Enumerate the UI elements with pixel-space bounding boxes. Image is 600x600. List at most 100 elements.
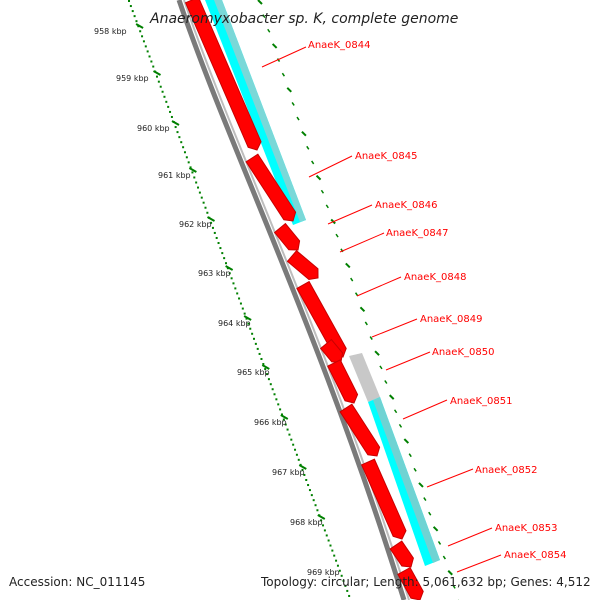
gene-label-0848[interactable]: AnaeK_0848 — [404, 272, 466, 283]
inner-dot — [180, 141, 183, 144]
inner-dot — [348, 594, 351, 597]
inner-dot — [210, 221, 213, 224]
label-connector-1 — [308, 155, 353, 178]
outer-tick — [398, 423, 403, 428]
inner-dot — [161, 90, 164, 93]
inner-dot — [284, 423, 287, 426]
scale-tick-8 — [280, 414, 289, 420]
scale-tick-7 — [261, 364, 270, 370]
gene-label-0851[interactable]: AnaeK_0851 — [450, 396, 512, 407]
scale-label-963: 963 kbp — [198, 269, 231, 278]
other-feature-band — [349, 353, 380, 402]
scale-label-969: 969 kbp — [307, 568, 340, 577]
inner-dot — [294, 448, 297, 451]
outer-tick — [257, 0, 263, 5]
inner-dot — [239, 302, 242, 305]
inner-dot — [189, 166, 192, 169]
inner-dot — [338, 569, 341, 572]
gene-arrow-2 — [273, 222, 301, 251]
gene-label-0854[interactable]: AnaeK_0854 — [504, 550, 566, 561]
inner-dot — [273, 393, 276, 396]
inner-dot — [277, 403, 280, 406]
inner-dot — [331, 549, 334, 552]
gene-arrow-10 — [397, 566, 424, 600]
outer-tick — [423, 497, 427, 501]
outer-tick — [359, 306, 366, 313]
gene-label-0849[interactable]: AnaeK_0849 — [420, 314, 482, 325]
backbone-line — [176, 0, 407, 600]
gene-label-0845[interactable]: AnaeK_0845 — [355, 151, 417, 162]
label-connector-7 — [402, 399, 448, 420]
scale-tick-1 — [152, 70, 161, 76]
label-connector-6 — [385, 351, 431, 371]
inner-dot — [215, 236, 218, 239]
inner-dot — [262, 363, 265, 366]
inner-dot — [232, 282, 235, 285]
inner-dot — [165, 100, 168, 103]
outer-tick — [408, 453, 412, 458]
inner-dot — [286, 428, 289, 431]
inner-dot — [193, 176, 196, 179]
inner-dot — [264, 368, 267, 371]
inner-dot — [254, 342, 257, 345]
gene-label-0847[interactable]: AnaeK_0847 — [386, 228, 448, 239]
reverse-gene-band-2-edge — [373, 397, 440, 563]
gene-arrow-7 — [339, 403, 381, 457]
outer-tick — [350, 277, 354, 282]
gene-arrow-6 — [327, 359, 359, 404]
outer-tick — [354, 292, 359, 297]
inner-dot — [335, 559, 338, 562]
label-connectors — [261, 46, 502, 573]
outer-tick — [432, 526, 439, 532]
inner-dot — [260, 357, 263, 360]
inner-dot — [129, 5, 132, 8]
scale-tick-6 — [243, 315, 252, 321]
gene-label-0853[interactable]: AnaeK_0853 — [495, 523, 557, 534]
label-connector-4 — [356, 276, 402, 297]
inner-dot — [219, 247, 222, 250]
gene-label-0850[interactable]: AnaeK_0850 — [432, 347, 494, 358]
forward-genes — [184, 0, 424, 600]
inner-dot — [258, 352, 261, 355]
inner-dot — [217, 242, 220, 245]
outer-tick — [413, 467, 417, 472]
outer-tick — [281, 72, 286, 77]
label-connector-5 — [371, 318, 418, 338]
gene-arrow-9 — [389, 540, 414, 568]
inner-dot — [176, 131, 179, 134]
inner-dot — [228, 272, 231, 275]
scale-tick-10 — [317, 514, 326, 520]
inner-dot — [238, 297, 241, 300]
inner-dot — [282, 418, 285, 421]
inner-dot — [223, 257, 226, 260]
inner-dot — [157, 80, 160, 83]
inner-dot — [320, 519, 323, 522]
inner-dot — [236, 292, 239, 295]
inner-dot — [308, 489, 311, 492]
gene-label-0846[interactable]: AnaeK_0846 — [375, 200, 437, 211]
inner-dot — [314, 504, 317, 507]
inner-dot — [183, 151, 186, 154]
outer-tick — [320, 189, 325, 194]
gene-label-0852[interactable]: AnaeK_0852 — [475, 465, 537, 476]
label-connector-10 — [456, 554, 502, 573]
inner-dot — [269, 383, 272, 386]
inner-dot — [323, 529, 326, 532]
inner-dot — [148, 55, 151, 58]
label-connector-2 — [327, 204, 373, 225]
inner-dot — [167, 105, 170, 108]
outer-tick — [315, 174, 322, 181]
inner-dot — [312, 499, 315, 502]
inner-dot — [275, 398, 278, 401]
outer-tick-ring — [257, 0, 459, 600]
inner-dot — [234, 287, 237, 290]
inner-dot — [346, 589, 349, 592]
gene-label-0844[interactable]: AnaeK_0844 — [308, 40, 370, 51]
inner-dot — [292, 443, 295, 446]
outer-tick — [306, 145, 310, 150]
inner-dot — [340, 574, 343, 577]
scale-label-959: 959 kbp — [116, 74, 149, 83]
scale-label-967: 967 kbp — [272, 468, 305, 477]
gene-arrow-1 — [245, 153, 297, 222]
